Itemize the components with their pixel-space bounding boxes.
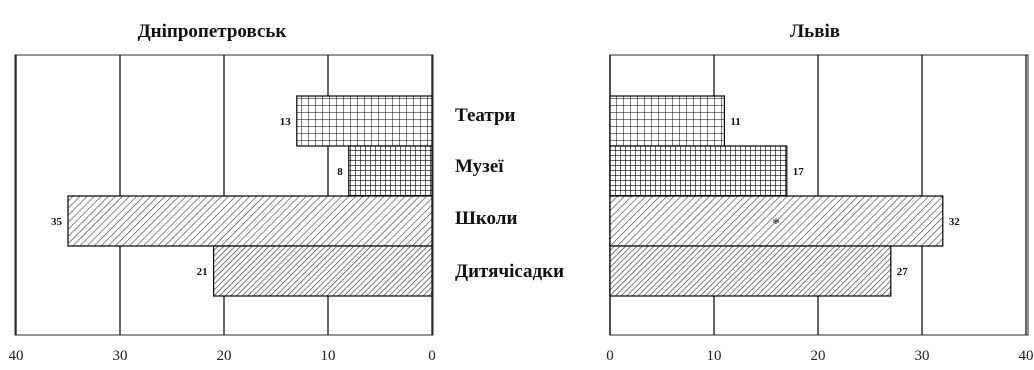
left-x-tick-label: 40 xyxy=(9,348,24,364)
right-data-label: 11 xyxy=(730,116,740,128)
left-data-label: 8 xyxy=(337,166,343,178)
left-bar xyxy=(296,95,433,147)
left-bar xyxy=(67,195,433,247)
annotation-asterisk: * xyxy=(772,216,780,232)
left-x-tick-label: 20 xyxy=(217,348,232,364)
right-x-tick-label: 0 xyxy=(606,348,614,364)
left-chart-title: Дніпропетровськ xyxy=(138,21,287,42)
right-x-tick-label: 10 xyxy=(707,348,722,364)
data-labels: 13 8 35 21 11 17 32 27 xyxy=(51,116,960,278)
right-bar xyxy=(609,195,944,247)
category-label: Музеї xyxy=(455,156,504,177)
right-bar xyxy=(609,95,726,147)
left-bar xyxy=(348,145,433,197)
right-data-label: 27 xyxy=(897,266,909,278)
bars xyxy=(67,95,944,297)
left-x-tick-label: 0 xyxy=(428,348,436,364)
left-data-label: 21 xyxy=(197,266,208,278)
right-data-label: 17 xyxy=(793,166,805,178)
right-bar xyxy=(609,245,892,297)
left-data-label: 13 xyxy=(280,116,292,128)
right-x-tick-label: 20 xyxy=(811,348,826,364)
right-x-tick-label: 40 xyxy=(1019,348,1034,364)
category-labels: Театри Музеї Школи Дитячісадки xyxy=(455,105,564,282)
right-x-tick-label: 30 xyxy=(915,348,930,364)
tick-labels: 40 30 20 10 0 0 10 20 30 40 xyxy=(9,348,1034,364)
category-label: Дитячісадки xyxy=(455,261,564,282)
category-label: Школи xyxy=(455,208,517,229)
right-chart-title: Львів xyxy=(790,21,840,42)
left-bar xyxy=(213,245,433,297)
right-data-label: 32 xyxy=(949,216,961,228)
category-label: Театри xyxy=(455,105,516,126)
left-x-tick-label: 30 xyxy=(113,348,128,364)
left-data-label: 35 xyxy=(51,216,63,228)
right-bar xyxy=(609,145,788,197)
left-x-tick-label: 10 xyxy=(321,348,336,364)
